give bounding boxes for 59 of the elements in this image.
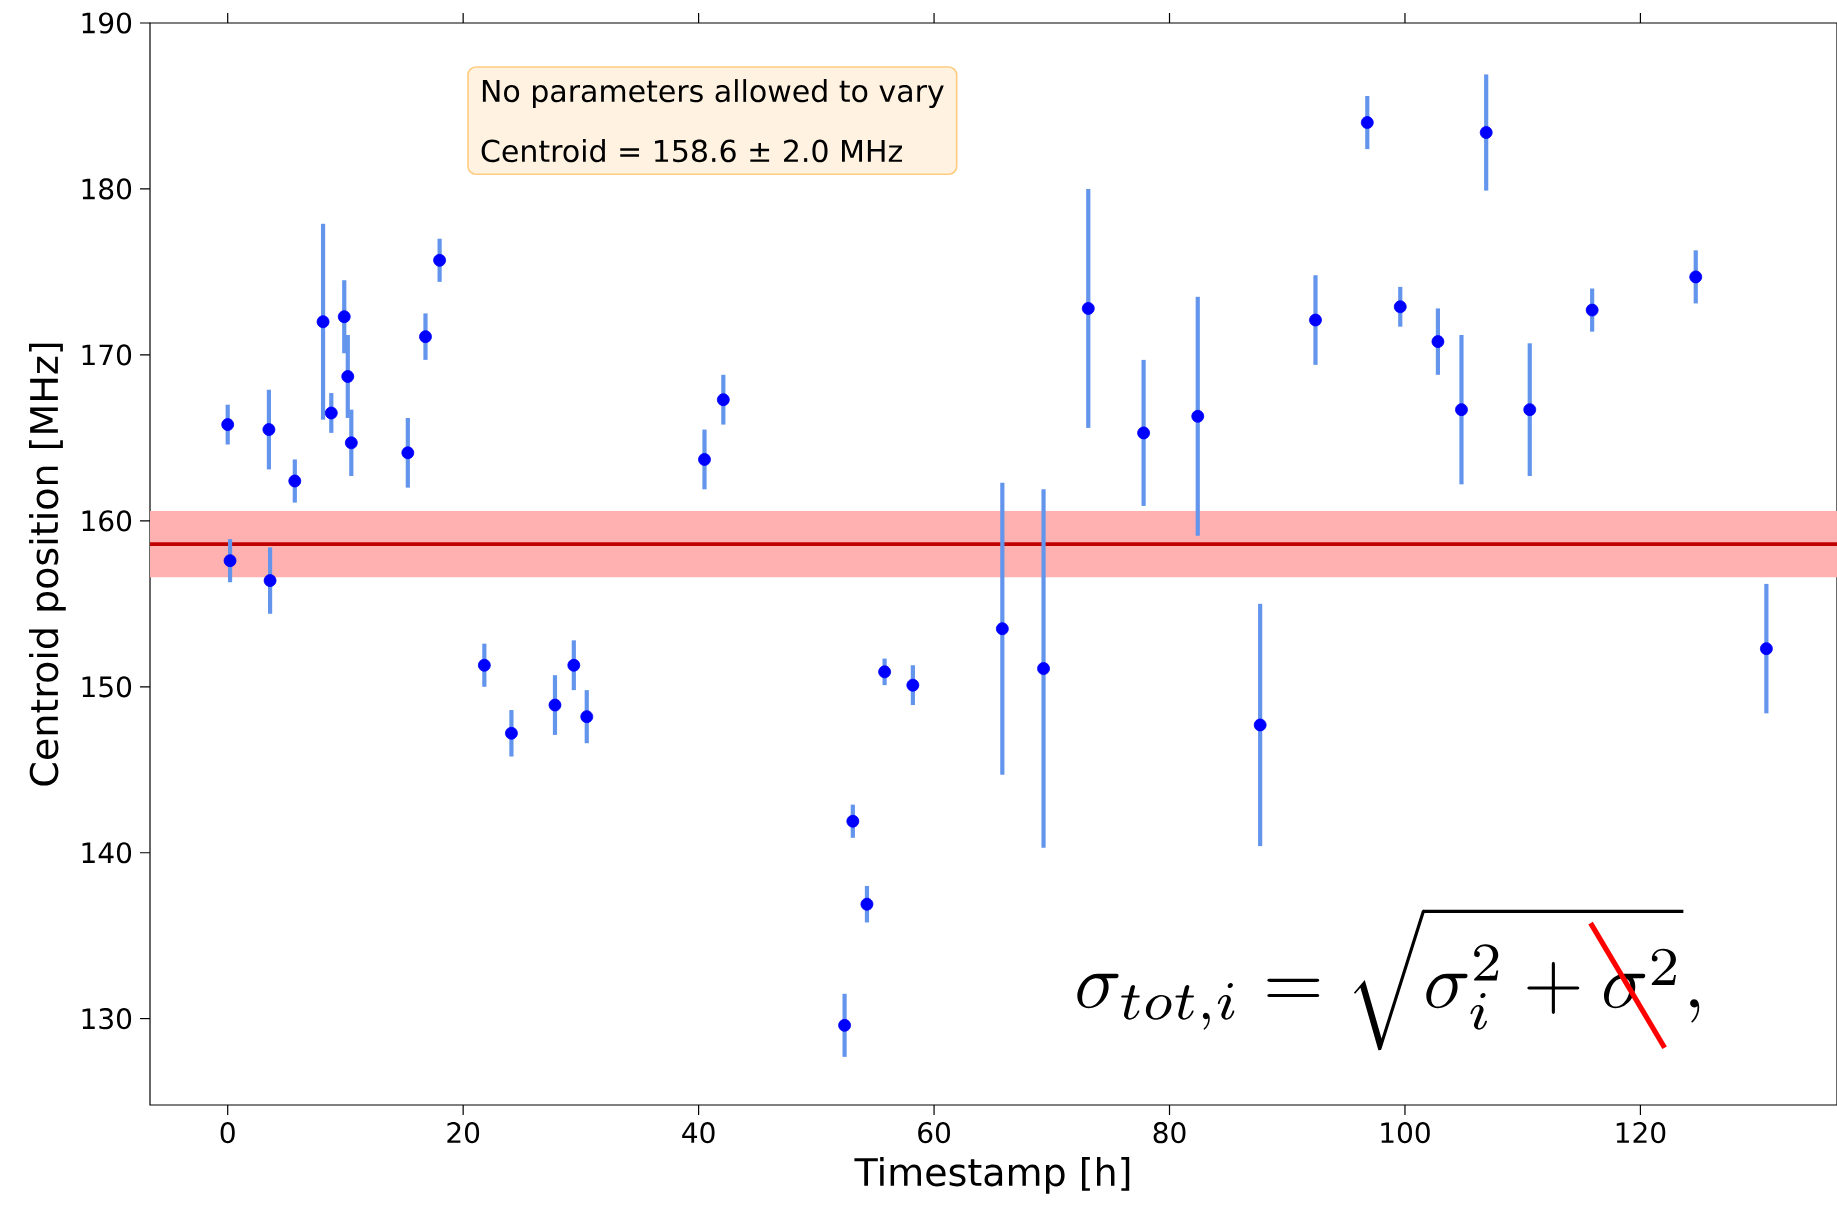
y-axis-title: Centroid position [MHz]	[29, 343, 66, 786]
point	[1455, 403, 1468, 417]
point	[1137, 426, 1151, 440]
point	[580, 710, 594, 724]
x-tick-label: 20	[447, 1122, 480, 1144]
point	[419, 330, 432, 344]
point	[1759, 642, 1773, 656]
x-tick-label: 60	[918, 1122, 951, 1144]
x-tick-label: 0	[220, 1122, 235, 1144]
point	[433, 253, 447, 267]
point	[548, 698, 562, 712]
x-tick-label: 120	[1616, 1122, 1666, 1144]
point	[1081, 302, 1095, 315]
point	[1523, 403, 1537, 417]
point	[1191, 409, 1205, 423]
point	[477, 658, 491, 672]
point	[1309, 313, 1322, 327]
x-tick-label: 40	[682, 1122, 715, 1144]
annotation: Centroid = 158.6 ± 2.0 MHz	[481, 139, 902, 163]
y-tick-label: 180	[82, 178, 132, 200]
point	[221, 418, 235, 431]
point	[1393, 300, 1407, 314]
point	[1360, 116, 1374, 129]
point	[1037, 662, 1050, 675]
point	[906, 678, 920, 692]
y-tick-label: 140	[82, 842, 132, 864]
point	[262, 423, 276, 436]
point	[401, 446, 415, 460]
point	[846, 814, 860, 828]
x-tick-label: 80	[1153, 1122, 1186, 1144]
point	[341, 370, 355, 383]
y-tick-label: 130	[82, 1008, 132, 1030]
point	[337, 310, 351, 324]
point	[860, 897, 874, 911]
y-tick-label: 190	[82, 12, 132, 34]
point	[223, 554, 237, 568]
point	[316, 315, 330, 329]
point	[288, 474, 302, 488]
point	[567, 658, 581, 672]
point	[1431, 335, 1445, 349]
point	[995, 622, 1009, 636]
point	[878, 665, 892, 679]
point	[1585, 303, 1599, 317]
y-tick-label: 160	[82, 510, 132, 532]
y-tick-label: 170	[82, 344, 132, 366]
point	[698, 453, 711, 466]
point	[505, 726, 518, 740]
point	[1689, 270, 1703, 284]
point	[263, 574, 277, 587]
point	[716, 393, 730, 407]
x-tick-label: 100	[1381, 1122, 1430, 1144]
annotation: No parameters allowed to vary	[482, 79, 944, 109]
point	[1479, 126, 1493, 139]
x-axis-title: Timestamp [h]	[854, 1156, 1130, 1194]
point	[838, 1018, 851, 1032]
point	[344, 436, 358, 450]
point	[1253, 718, 1267, 732]
point	[324, 406, 338, 420]
y-tick-label: 150	[82, 676, 132, 698]
